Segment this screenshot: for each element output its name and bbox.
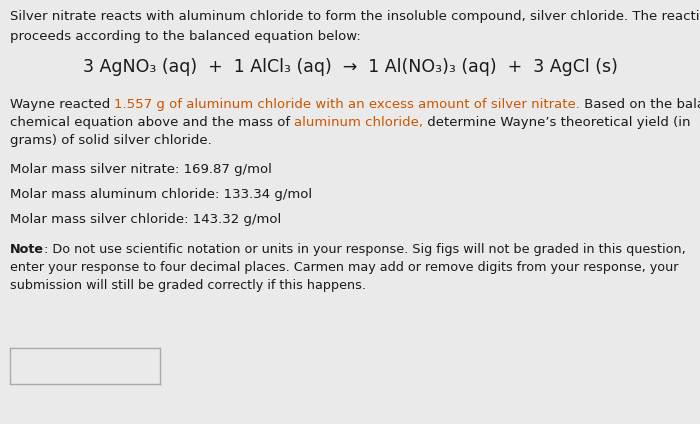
Text: 3 AgNO₃ (aq)  +  1 AlCl₃ (aq)  →  1 Al(NO₃)₃ (aq)  +  3 AgCl (s): 3 AgNO₃ (aq) + 1 AlCl₃ (aq) → 1 Al(NO₃)₃… [83,58,617,76]
Text: Based on the balanced: Based on the balanced [580,98,700,111]
Text: proceeds according to the balanced equation below:: proceeds according to the balanced equat… [10,30,360,43]
Text: Silver nitrate reacts with aluminum chloride to form the insoluble compound, sil: Silver nitrate reacts with aluminum chlo… [10,10,700,23]
Text: Molar mass aluminum chloride: 133.34 g/mol: Molar mass aluminum chloride: 133.34 g/m… [10,188,312,201]
Text: determine Wayne’s theoretical yield (in: determine Wayne’s theoretical yield (in [424,116,691,129]
Text: Wayne reacted: Wayne reacted [10,98,115,111]
Text: Molar mass silver chloride: 143.32 g/mol: Molar mass silver chloride: 143.32 g/mol [10,213,281,226]
Text: enter your response to four decimal places. Carmen may add or remove digits from: enter your response to four decimal plac… [10,261,678,274]
Text: grams) of solid silver chloride.: grams) of solid silver chloride. [10,134,211,147]
Text: Note: Note [10,243,44,256]
Text: 1.557 g of aluminum chloride with an excess amount of silver nitrate.: 1.557 g of aluminum chloride with an exc… [115,98,580,111]
Text: aluminum chloride,: aluminum chloride, [295,116,424,129]
Text: chemical equation above and the mass of: chemical equation above and the mass of [10,116,295,129]
Text: submission will still be graded correctly if this happens.: submission will still be graded correctl… [10,279,366,292]
Text: Molar mass silver nitrate: 169.87 g/mol: Molar mass silver nitrate: 169.87 g/mol [10,163,272,176]
Text: : Do not use scientific notation or units in your response. Sig figs will not be: : Do not use scientific notation or unit… [44,243,686,256]
